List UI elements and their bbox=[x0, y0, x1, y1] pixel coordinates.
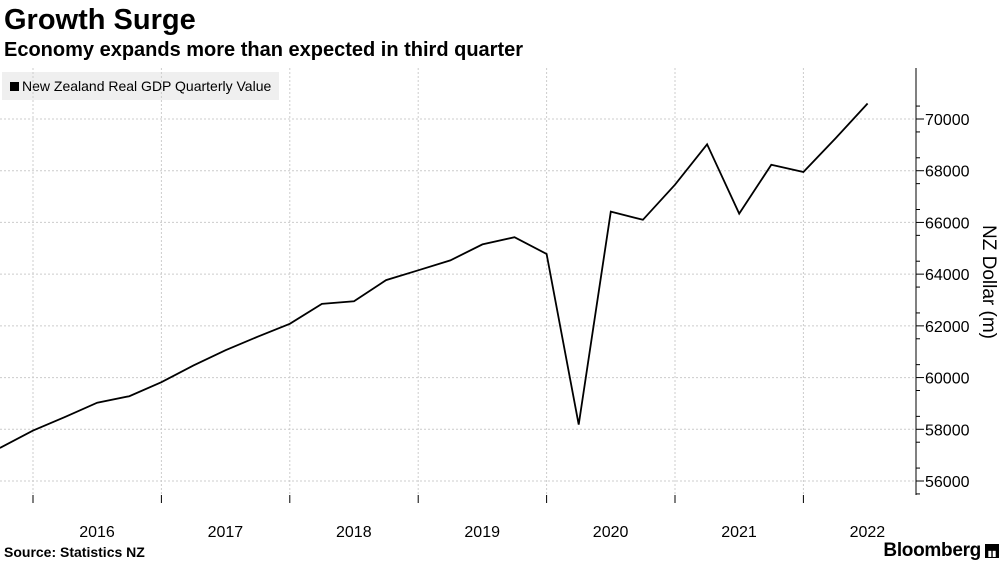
y-axis-label: NZ Dollar (m) bbox=[978, 225, 999, 339]
chart-title: Growth Surge bbox=[4, 4, 196, 36]
legend: New Zealand Real GDP Quarterly Value bbox=[2, 72, 280, 100]
x-tick-label: 2021 bbox=[721, 524, 757, 541]
y-tick-label: 60000 bbox=[925, 371, 970, 388]
source-note: Source: Statistics NZ bbox=[4, 544, 145, 560]
y-tick-label: 56000 bbox=[925, 474, 970, 491]
x-tick-label: 2016 bbox=[79, 524, 115, 541]
y-tick-label: 58000 bbox=[925, 422, 970, 439]
series-line-nz-real-gdp bbox=[0, 102, 869, 449]
x-tick-label: 2018 bbox=[336, 524, 372, 541]
x-tick-label: 2020 bbox=[593, 524, 629, 541]
y-tick-label: 64000 bbox=[925, 267, 970, 284]
y-tick-label: 66000 bbox=[925, 215, 970, 232]
chart-subtitle: Economy expands more than expected in th… bbox=[4, 39, 524, 61]
chart-badge-icon: ▮▮ bbox=[985, 544, 999, 558]
y-tick-label: 62000 bbox=[925, 319, 970, 336]
y-tick-label: 70000 bbox=[925, 112, 970, 129]
x-tick-label: 2019 bbox=[464, 524, 500, 541]
legend-swatch-icon bbox=[10, 81, 19, 91]
x-tick-label: 2017 bbox=[208, 524, 244, 541]
y-tick-label: 68000 bbox=[925, 164, 970, 181]
brand: Bloomberg ▮▮ bbox=[883, 540, 999, 562]
x-tick-label: 2022 bbox=[850, 524, 886, 541]
legend-label: New Zealand Real GDP Quarterly Value bbox=[22, 78, 272, 94]
brand-logo: Bloomberg bbox=[883, 540, 981, 561]
